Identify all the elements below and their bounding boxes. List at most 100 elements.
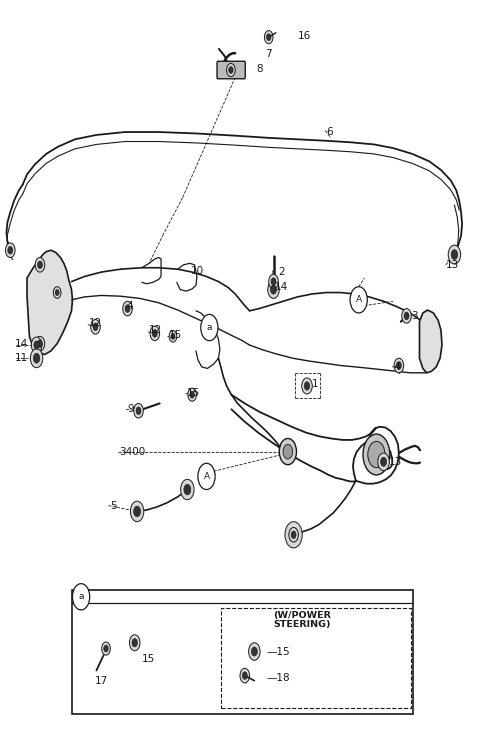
Circle shape [350,287,367,313]
Text: 6: 6 [326,127,333,137]
Polygon shape [27,250,72,355]
FancyBboxPatch shape [72,590,413,714]
Text: a: a [78,592,84,602]
Text: 5: 5 [110,501,117,510]
Circle shape [102,642,110,655]
Circle shape [252,647,257,656]
Circle shape [242,672,247,679]
Circle shape [271,278,276,285]
Circle shape [402,308,411,323]
Circle shape [91,319,100,334]
Circle shape [266,34,271,41]
Circle shape [201,314,218,341]
Text: 15: 15 [169,330,182,340]
Circle shape [37,340,42,347]
Text: 2: 2 [278,267,285,277]
Text: 14: 14 [15,338,28,349]
Text: —18: —18 [266,673,290,683]
Circle shape [188,388,196,401]
Circle shape [35,257,45,272]
Circle shape [283,444,293,459]
Circle shape [271,285,276,294]
Circle shape [104,645,108,652]
Circle shape [363,434,390,475]
Circle shape [136,407,141,414]
Circle shape [53,287,61,298]
Text: 15: 15 [186,388,200,398]
Text: 12: 12 [149,325,162,336]
Text: 12: 12 [89,318,103,328]
Text: 7: 7 [265,49,272,59]
Text: 15: 15 [142,654,155,664]
Circle shape [125,305,130,312]
Text: STEERING): STEERING) [274,620,331,629]
Circle shape [240,668,250,683]
Circle shape [404,312,409,319]
Circle shape [448,245,461,264]
FancyBboxPatch shape [217,61,245,79]
Circle shape [289,528,299,542]
Circle shape [134,404,144,418]
Circle shape [30,349,43,368]
Circle shape [8,246,13,254]
Circle shape [249,643,260,660]
Circle shape [304,382,310,390]
Circle shape [291,531,296,539]
Circle shape [150,326,159,341]
Circle shape [381,458,386,466]
Circle shape [451,250,457,260]
Circle shape [184,484,191,495]
Circle shape [55,289,59,295]
Circle shape [33,353,40,363]
Circle shape [123,301,132,316]
Text: 17: 17 [95,675,108,686]
Text: 13: 13 [446,260,459,270]
Text: 9: 9 [128,404,134,414]
Circle shape [180,480,194,500]
Circle shape [285,522,302,548]
Circle shape [190,391,194,398]
Circle shape [378,453,389,471]
Circle shape [132,639,137,647]
Text: A: A [356,295,362,304]
Circle shape [394,358,404,373]
Circle shape [268,281,279,298]
Circle shape [133,506,141,517]
Text: 11: 11 [15,353,28,363]
Text: 16: 16 [298,31,311,41]
Circle shape [279,439,297,465]
Circle shape [289,528,298,542]
Circle shape [302,378,312,394]
Polygon shape [420,310,442,373]
Text: 13: 13 [388,457,402,467]
Circle shape [34,341,39,349]
Text: 14: 14 [275,281,288,292]
Text: a: a [206,323,212,332]
Text: 3: 3 [411,311,418,321]
Text: —15: —15 [266,646,290,656]
Circle shape [93,323,98,330]
Circle shape [37,261,42,268]
Circle shape [35,336,45,351]
Text: (W/POWER: (W/POWER [273,610,331,620]
Text: A: A [204,472,210,481]
Circle shape [228,67,233,73]
Circle shape [269,274,278,289]
Circle shape [264,31,273,44]
Circle shape [130,635,140,651]
Text: 4: 4 [393,362,400,372]
Circle shape [72,583,90,610]
Circle shape [171,333,175,339]
Circle shape [396,362,401,369]
Text: 10: 10 [191,265,204,276]
Text: 4: 4 [126,300,132,311]
Text: 3400: 3400 [120,447,145,457]
Text: 1: 1 [312,379,318,389]
Circle shape [169,330,177,342]
Circle shape [131,501,144,522]
Circle shape [198,463,215,490]
Text: 8: 8 [256,64,263,75]
Circle shape [368,442,385,468]
Circle shape [5,243,15,257]
Circle shape [31,337,42,353]
